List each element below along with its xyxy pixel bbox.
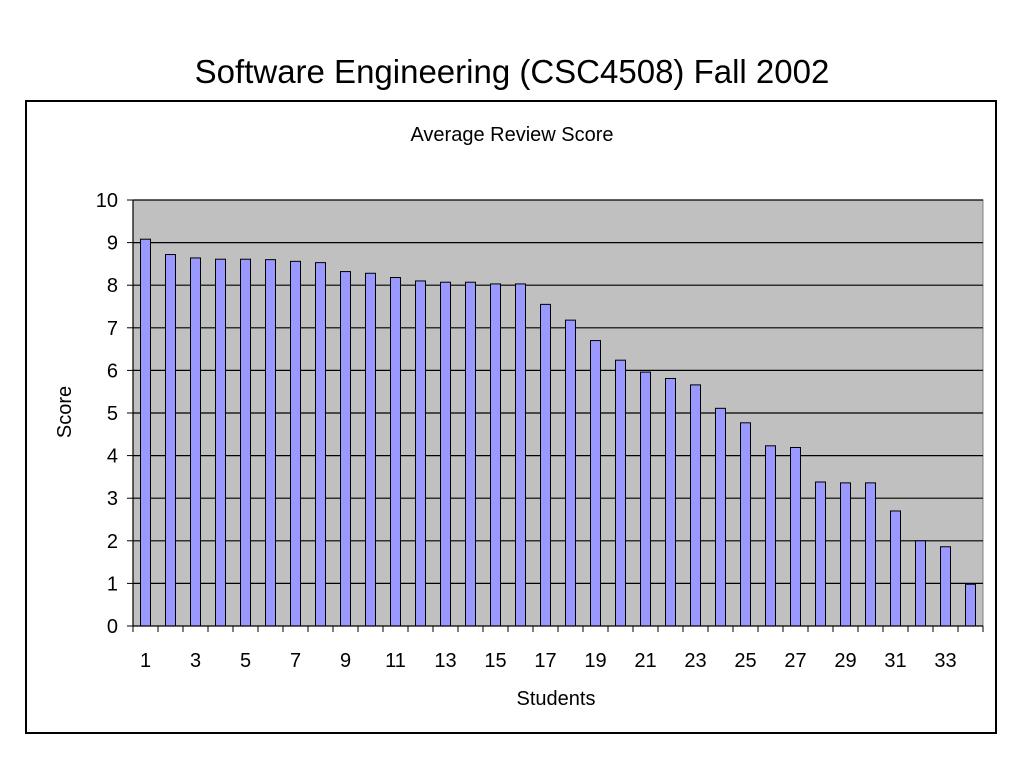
x-tick-label: 23 [684, 650, 706, 672]
y-tick-label: 4 [107, 446, 118, 468]
x-tick-label: 17 [534, 650, 556, 672]
y-tick-label: 6 [107, 360, 118, 382]
x-tick-labels: 1 3 5 7 9 11 13 15 17 19 21 23 25 27 29 31 33 [140, 650, 957, 672]
bar-student-17 [540, 303, 551, 627]
bar-student-6 [265, 259, 276, 627]
bar-student-8 [315, 262, 326, 627]
bar-student-32 [915, 540, 926, 627]
chart-title: Average Review Score [410, 124, 613, 146]
bar-student-16 [515, 283, 526, 627]
y-tick-label: 3 [107, 488, 118, 510]
y-tick-label: 9 [107, 233, 118, 255]
x-axis-label: Students [517, 688, 596, 710]
y-tick-label: 7 [107, 318, 118, 340]
x-tick-label: 33 [934, 650, 956, 672]
bar-student-34 [965, 583, 976, 627]
bar-student-28 [815, 481, 826, 627]
bar-student-12 [415, 280, 426, 627]
y-tick-label: 10 [96, 190, 118, 212]
bar-student-14 [465, 281, 476, 627]
y-tick-label: 5 [107, 403, 118, 425]
y-tick-labels: 0 1 2 3 4 5 6 7 8 9 10 [96, 190, 118, 638]
x-tick-label: 1 [140, 650, 151, 672]
x-tick-label: 21 [634, 650, 656, 672]
bar-student-22 [665, 377, 676, 627]
x-tick-label: 7 [290, 650, 301, 672]
bar-student-18 [565, 319, 576, 627]
bar-student-20 [615, 359, 626, 627]
bar-student-31 [890, 510, 901, 627]
x-tick-label: 27 [784, 650, 806, 672]
bar-student-1 [140, 238, 151, 627]
bar-student-10 [365, 272, 376, 627]
x-tick-label: 5 [240, 650, 251, 672]
bar-student-11 [390, 277, 401, 627]
bar-student-21 [640, 371, 651, 627]
bar-student-15 [490, 283, 501, 627]
bar-student-27 [790, 447, 801, 627]
bar-student-24 [715, 407, 726, 627]
bars [140, 238, 976, 627]
x-tick-label: 29 [834, 650, 856, 672]
x-tick-label: 11 [385, 650, 406, 672]
y-tick-label: 2 [107, 531, 118, 553]
bar-student-7 [290, 260, 301, 627]
bar-student-19 [590, 340, 601, 627]
x-tick-label: 13 [434, 650, 456, 672]
bar-student-23 [690, 384, 701, 627]
y-tick-label: 0 [107, 616, 118, 638]
slide-title: Software Engineering (CSC4508) Fall 2002 [194, 53, 830, 90]
x-tick-label: 31 [884, 650, 906, 672]
axes [127, 199, 984, 632]
bar-student-4 [215, 258, 226, 627]
bar-student-25 [740, 422, 751, 627]
bar-student-33 [940, 546, 951, 627]
bar-student-2 [165, 254, 176, 627]
bar-student-3 [190, 257, 201, 627]
bar-student-26 [765, 445, 776, 627]
bar-student-9 [340, 271, 351, 627]
y-tick-label: 1 [107, 573, 118, 595]
x-tick-label: 19 [584, 650, 606, 672]
x-tick-label: 15 [484, 650, 506, 672]
bar-student-30 [865, 482, 876, 627]
x-tick-label: 9 [340, 650, 351, 672]
x-tick-label: 25 [734, 650, 756, 672]
bar-student-29 [840, 482, 851, 627]
x-tick-label: 3 [190, 650, 201, 672]
y-tick-label: 8 [107, 275, 118, 297]
y-axis-label: Score [54, 386, 76, 438]
bar-student-13 [440, 281, 451, 627]
bar-student-5 [240, 258, 251, 627]
